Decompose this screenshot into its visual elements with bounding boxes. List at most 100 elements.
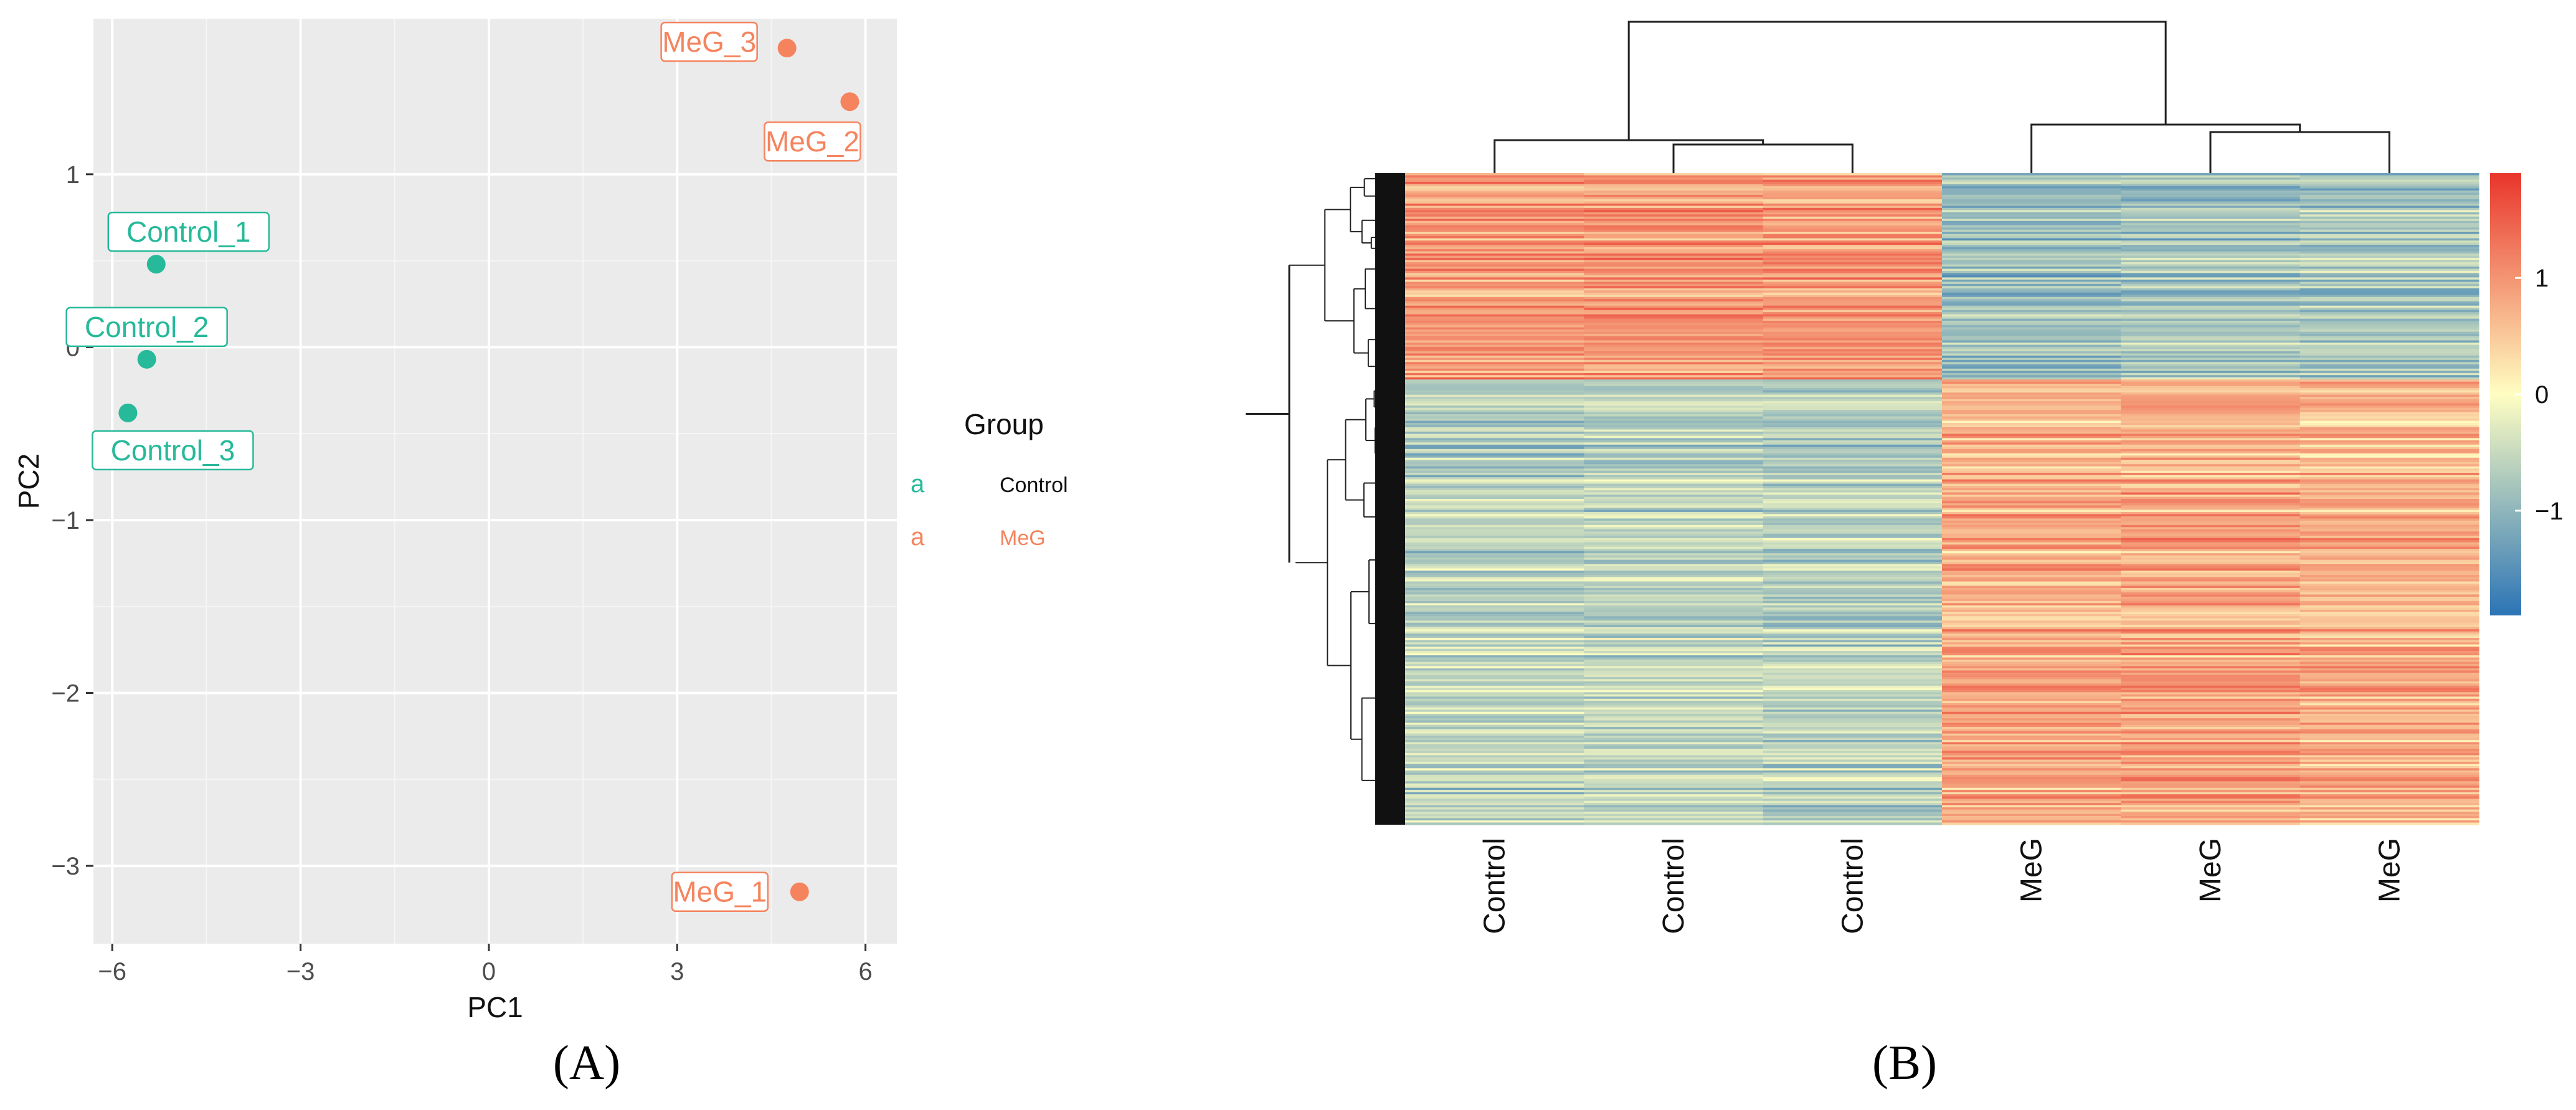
heatmap-cell xyxy=(2121,331,2301,334)
heatmap-cell xyxy=(2121,451,2301,454)
heatmap-cell xyxy=(1942,635,2121,638)
heatmap-cell xyxy=(1584,505,1764,508)
heatmap-cell xyxy=(1405,701,1584,704)
heatmap-cell xyxy=(1584,390,1764,393)
heatmap-cell xyxy=(1763,247,1943,250)
heatmap-cell xyxy=(1942,607,2121,610)
heatmap-cell xyxy=(2299,403,2479,406)
heatmap-cell xyxy=(1942,305,2121,308)
heatmap-cell xyxy=(2299,692,2479,695)
heatmap-cell xyxy=(1405,214,1584,217)
heatmap-cell xyxy=(1405,672,1584,676)
heatmap-cell xyxy=(2299,447,2479,450)
heatmap-cell xyxy=(1763,451,1943,454)
heatmap-cell xyxy=(1763,787,1943,790)
heatmap-cell xyxy=(1584,738,1764,741)
column-label: MeG xyxy=(2194,838,2227,903)
heatmap-cell xyxy=(2299,349,2479,352)
heatmap-cell xyxy=(1584,344,1764,348)
point-label: Control_3 xyxy=(111,434,235,467)
heatmap-cell xyxy=(1405,286,1584,289)
heatmap-cell xyxy=(2121,388,2301,391)
heatmap-cell xyxy=(1405,501,1584,504)
heatmap-cell xyxy=(1942,586,2121,589)
heatmap-cell xyxy=(1942,516,2121,519)
heatmap-cell xyxy=(1942,642,2121,645)
heatmap-cell xyxy=(1405,292,1584,295)
heatmap-cell xyxy=(1942,616,2121,619)
heatmap-cell xyxy=(1942,609,2121,612)
heatmap-cell xyxy=(2121,729,2301,732)
heatmap-cell xyxy=(1584,540,1764,543)
heatmap-cell xyxy=(2299,707,2479,710)
heatmap-cell xyxy=(1405,562,1584,565)
heatmap-cell xyxy=(2299,814,2479,817)
heatmap-cell xyxy=(1405,455,1584,458)
heatmap-cell xyxy=(1405,657,1584,660)
heatmap-cell xyxy=(2121,464,2301,467)
heatmap-cell xyxy=(1405,296,1584,300)
heatmap-cell xyxy=(2299,277,2479,280)
heatmap-cell xyxy=(1942,720,2121,723)
heatmap-cell xyxy=(2121,557,2301,561)
heatmap-cell xyxy=(1942,338,2121,341)
heatmap-cell xyxy=(1584,442,1764,445)
heatmap-cell xyxy=(1942,366,2121,369)
heatmap-cell xyxy=(2299,796,2479,799)
heatmap-cell xyxy=(2299,212,2479,215)
panel-label-b: (B) xyxy=(1872,1035,1937,1089)
heatmap-cell xyxy=(2299,351,2479,354)
heatmap-cell xyxy=(1405,679,1584,682)
heatmap-cell xyxy=(1942,714,2121,717)
heatmap-cell xyxy=(1763,764,1943,767)
heatmap-cell xyxy=(1584,190,1764,193)
heatmap-cell xyxy=(2121,358,2301,361)
heatmap-cell xyxy=(2299,381,2479,384)
heatmap-cell xyxy=(1942,540,2121,543)
heatmap-cell xyxy=(1405,670,1584,673)
heatmap-cell xyxy=(1942,201,2121,204)
heatmap-cell xyxy=(2299,184,2479,187)
heatmap-cell xyxy=(1942,514,2121,517)
heatmap-cell xyxy=(1763,210,1943,213)
heatmap-cell xyxy=(2299,609,2479,612)
heatmap-cell xyxy=(2299,401,2479,404)
heatmap-cell xyxy=(2299,399,2479,402)
heatmap-cell xyxy=(1405,599,1584,602)
heatmap-cell xyxy=(1584,575,1764,578)
heatmap-cell xyxy=(1584,701,1764,704)
heatmap-cell xyxy=(2299,781,2479,784)
heatmap-cell xyxy=(1942,212,2121,215)
heatmap-cell xyxy=(2121,657,2301,660)
heatmap-cell xyxy=(2121,305,2301,308)
heatmap-cell xyxy=(1763,694,1943,697)
heatmap-cell xyxy=(1942,800,2121,804)
heatmap-cell xyxy=(2121,777,2301,780)
heatmap-cell xyxy=(1584,744,1764,747)
heatmap-cell xyxy=(1405,429,1584,432)
heatmap-cell xyxy=(1405,614,1584,617)
heatmap-cell xyxy=(2299,194,2479,197)
heatmap-cell xyxy=(2121,618,2301,621)
heatmap-cell xyxy=(1405,206,1584,209)
heatmap-cell xyxy=(2121,792,2301,795)
heatmap-cell xyxy=(1584,438,1764,441)
heatmap-cell xyxy=(1405,442,1584,445)
heatmap-cell xyxy=(2299,690,2479,693)
heatmap-cell xyxy=(1405,799,1584,802)
heatmap-cell xyxy=(1763,455,1943,458)
heatmap-cell xyxy=(2299,475,2479,478)
heatmap-cell xyxy=(1942,384,2121,387)
heatmap-cell xyxy=(2121,501,2301,504)
heatmap-cell xyxy=(2299,812,2479,815)
heatmap-cell xyxy=(2121,635,2301,638)
heatmap-cell xyxy=(1763,616,1943,619)
heatmap-cell xyxy=(1763,690,1943,693)
heatmap-cell xyxy=(1763,262,1943,265)
heatmap-cell xyxy=(1763,557,1943,561)
heatmap-cell xyxy=(2121,203,2301,206)
heatmap-cell xyxy=(1405,759,1584,762)
heatmap-cell xyxy=(1942,236,2121,239)
heatmap-cell xyxy=(1942,260,2121,263)
heatmap-cell xyxy=(1763,236,1943,239)
